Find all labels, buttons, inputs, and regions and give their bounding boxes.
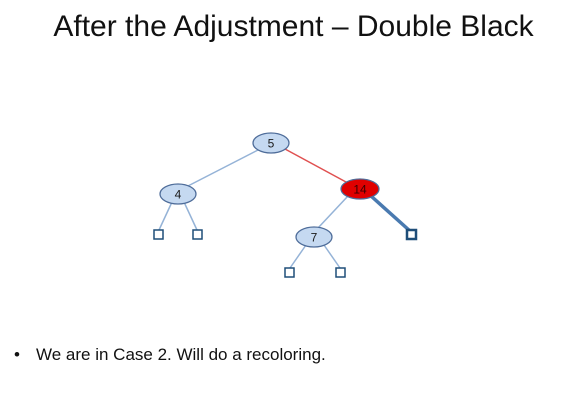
leaf-node [153,229,164,240]
leaf-node [192,229,203,240]
edge-14-double-black-leaf [369,194,412,233]
tree-node-7: 7 [295,226,333,248]
slide-title: After the Adjustment – Double Black [53,10,534,43]
node-label-5: 5 [268,137,275,151]
edge-5-14 [284,148,347,183]
edge-7-leaf-right [323,244,341,269]
bullet-dot: • [14,345,20,364]
node-label-14: 14 [353,183,367,197]
edge-4-leaf-left [158,201,173,231]
tree-node-4: 4 [159,183,197,205]
edge-5-4 [185,149,259,188]
edge-7-leaf-left [289,244,307,269]
leaf-node [335,267,346,278]
edge-4-leaf-right [183,201,198,231]
double-black-leaf-node [405,228,418,241]
bullet-item: • We are in Case 2. Will do a recoloring. [14,345,326,365]
node-label-4: 4 [175,188,182,202]
tree-node-5: 5 [252,132,290,154]
bullet-text: We are in Case 2. Will do a recoloring. [36,345,326,364]
tree-node-14: 14 [340,178,380,200]
node-label-7: 7 [311,231,318,245]
edge-14-7 [317,195,349,229]
leaf-node [284,267,295,278]
